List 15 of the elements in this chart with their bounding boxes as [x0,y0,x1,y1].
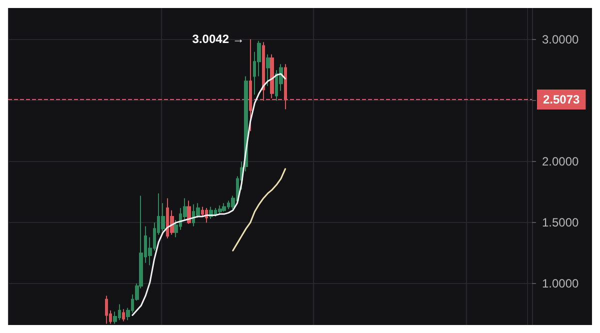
y-tick-label: 3.0000 [542,32,580,47]
candlestick [187,200,191,224]
candlestick [122,308,125,322]
candlestick [270,54,274,99]
candlestick [218,205,222,215]
candlestick [222,202,226,212]
y-tick-label: 2.0000 [542,154,580,169]
line-series [132,73,286,316]
y-tick-label: 1.0000 [542,276,580,291]
candlestick [266,54,270,87]
candlestick [105,295,108,324]
annotation: 3.0042 → [192,32,244,46]
ref-line-label: 2.5073 [543,92,580,106]
y-tick-label: 1.5000 [542,216,580,230]
line-series [232,168,286,252]
